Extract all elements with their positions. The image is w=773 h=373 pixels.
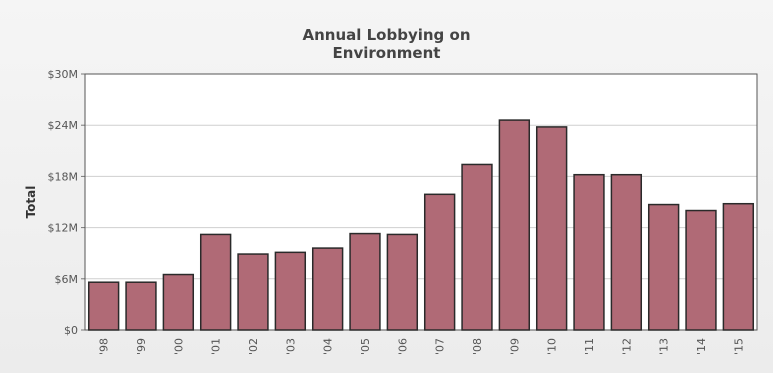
- bar-06: [386, 233, 419, 331]
- y-axis-title: Total: [24, 186, 38, 219]
- bar-01: [199, 233, 232, 331]
- bar-11: [573, 173, 605, 331]
- bar-08: [461, 163, 493, 331]
- x-tick-label: '01: [210, 338, 223, 355]
- bar-09: [498, 119, 531, 331]
- bar-07: [423, 193, 456, 331]
- x-tick-label: '06: [396, 338, 409, 355]
- bar-05: [349, 232, 381, 331]
- bar-98: [87, 281, 120, 331]
- x-tick-label: '09: [508, 338, 521, 355]
- bar-10: [535, 126, 568, 331]
- plot-border: [84, 73, 758, 331]
- chart-title-line-2: Environment: [332, 44, 441, 62]
- bar-12: [610, 173, 643, 331]
- y-tick-label: $6M: [55, 273, 79, 286]
- bar-02: [237, 253, 269, 331]
- x-tick-label: '99: [135, 338, 148, 355]
- x-tick-label: '07: [434, 338, 447, 355]
- plot-area: [85, 74, 757, 330]
- x-tick-label: '04: [322, 338, 335, 355]
- x-tick-label: '02: [247, 338, 260, 355]
- x-tick-label: '12: [620, 338, 633, 355]
- y-tick-label: $30M: [48, 68, 79, 81]
- x-tick-label: '03: [284, 338, 297, 355]
- bar-00: [162, 273, 195, 331]
- x-tick-label: '98: [98, 338, 111, 355]
- y-tick-label: $24M: [48, 119, 79, 132]
- x-tick-label: '14: [695, 338, 708, 355]
- y-tick-label: $18M: [48, 170, 79, 183]
- x-tick-label: '11: [583, 338, 596, 355]
- bar-04: [311, 247, 344, 331]
- bar-99: [125, 281, 157, 331]
- y-tick-label: $0: [64, 324, 78, 337]
- x-tick-label: '05: [359, 338, 372, 355]
- x-tick-label: '08: [471, 338, 484, 355]
- y-tick-label: $12M: [48, 222, 79, 235]
- x-tick-label: '15: [732, 338, 745, 355]
- x-tick-label: '00: [172, 338, 185, 355]
- bar-15: [722, 202, 755, 331]
- bar-03: [274, 251, 307, 331]
- x-tick-label: '10: [546, 338, 559, 355]
- bar-13: [647, 203, 680, 331]
- chart-title-line-1: Annual Lobbying on: [302, 26, 471, 44]
- x-tick-label: '13: [658, 338, 671, 355]
- bar-14: [685, 209, 717, 331]
